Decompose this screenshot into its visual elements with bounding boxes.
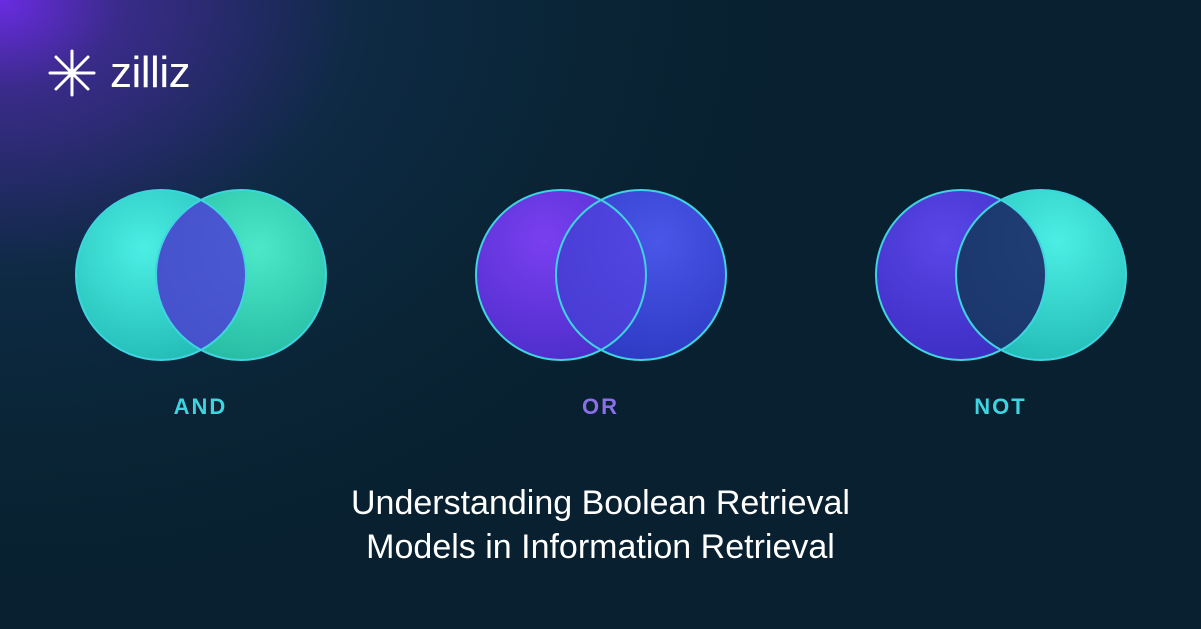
brand-logo: zilliz xyxy=(48,48,190,98)
venn-and-svg xyxy=(61,180,341,370)
zilliz-mark-icon xyxy=(48,49,96,97)
venn-diagrams-row: AND OR xyxy=(0,180,1201,420)
or-label: OR xyxy=(582,394,619,420)
venn-not-svg xyxy=(861,180,1141,370)
brand-name: zilliz xyxy=(110,48,190,98)
venn-or-svg xyxy=(461,180,741,370)
venn-not: NOT xyxy=(861,180,1141,420)
title-line-1: Understanding Boolean Retrieval xyxy=(0,481,1201,525)
title-line-2: Models in Information Retrieval xyxy=(0,525,1201,569)
and-label: AND xyxy=(174,394,228,420)
page-title: Understanding Boolean Retrieval Models i… xyxy=(0,481,1201,569)
venn-or: OR xyxy=(461,180,741,420)
not-label: NOT xyxy=(974,394,1026,420)
venn-and: AND xyxy=(61,180,341,420)
